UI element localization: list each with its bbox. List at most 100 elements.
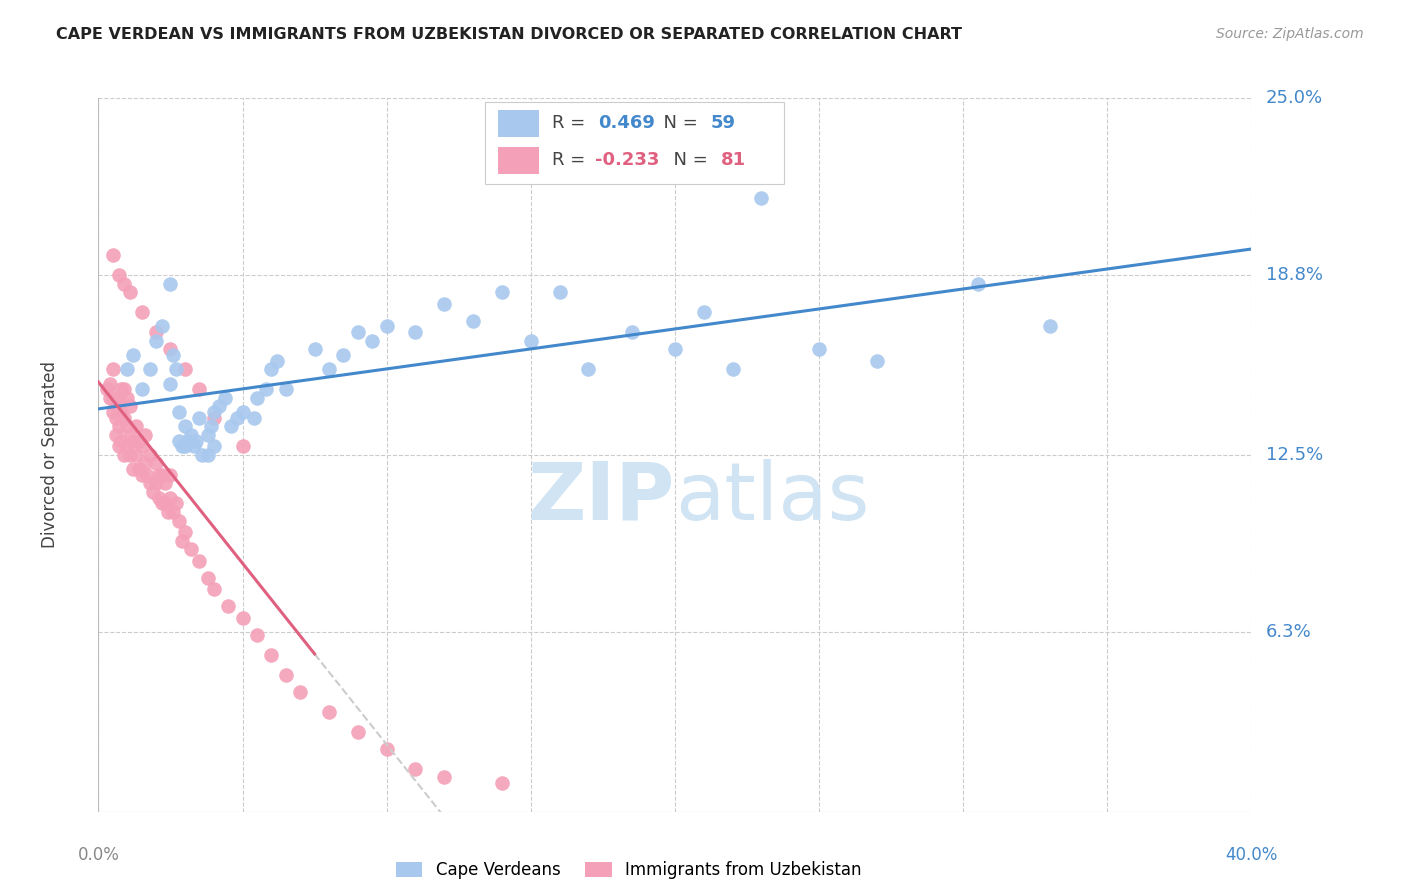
Point [217, 599, 239, 614]
Point [162, 348, 184, 362]
Point [145, 457, 167, 471]
Bar [499, 110, 538, 136]
Point [150, 496, 173, 510]
Point [159, 277, 181, 291]
Point [131, 467, 153, 482]
Point [433, 296, 456, 310]
Point [112, 410, 135, 425]
Text: 0.0%: 0.0% [77, 846, 120, 864]
Point [117, 362, 138, 376]
Point [131, 439, 153, 453]
Point [104, 410, 127, 425]
Point [112, 448, 135, 462]
Point [177, 434, 200, 448]
Point [153, 496, 176, 510]
Point [117, 439, 138, 453]
Point [186, 434, 208, 448]
Text: R =: R = [551, 152, 591, 169]
Text: N =: N = [662, 152, 714, 169]
Point [461, 314, 484, 328]
Point [231, 610, 254, 624]
Point [260, 648, 283, 662]
Point [197, 571, 219, 585]
Point [98, 391, 121, 405]
Point [208, 400, 231, 414]
Point [491, 776, 513, 790]
Point [243, 410, 266, 425]
Point [165, 496, 187, 510]
Point [167, 434, 190, 448]
Point [96, 382, 118, 396]
Point [966, 277, 988, 291]
Point [191, 448, 214, 462]
Point [274, 382, 297, 396]
Point [693, 305, 716, 319]
Point [110, 434, 132, 448]
Text: 12.5%: 12.5% [1265, 446, 1323, 464]
Text: 0.469: 0.469 [598, 114, 655, 132]
Point [202, 410, 225, 425]
Point [188, 410, 211, 425]
Point [159, 376, 181, 391]
Point [117, 391, 138, 405]
Point [148, 467, 170, 482]
Text: 40.0%: 40.0% [1225, 846, 1278, 864]
Text: R =: R = [551, 114, 591, 132]
Point [751, 191, 773, 205]
Point [128, 434, 150, 448]
Point [107, 268, 129, 282]
Point [101, 405, 124, 419]
Point [104, 400, 127, 414]
Point [167, 514, 190, 528]
Point [174, 524, 197, 539]
Point [318, 705, 340, 719]
Point [110, 405, 132, 419]
Point [159, 343, 181, 357]
Point [548, 285, 571, 300]
Point [117, 419, 138, 434]
Point [98, 376, 121, 391]
Point [134, 457, 156, 471]
Point [131, 305, 153, 319]
Point [346, 724, 368, 739]
Point [225, 410, 247, 425]
Point [125, 448, 148, 462]
Point [122, 462, 145, 476]
Point [131, 382, 153, 396]
Point [290, 685, 312, 699]
Point [112, 382, 135, 396]
Point [266, 353, 288, 368]
Text: atlas: atlas [675, 458, 869, 537]
Point [318, 362, 340, 376]
Point [219, 419, 242, 434]
Point [246, 628, 269, 642]
Point [202, 405, 225, 419]
Point [180, 542, 202, 557]
Text: 25.0%: 25.0% [1265, 89, 1323, 107]
Point [274, 667, 297, 681]
Point [197, 428, 219, 442]
Point [180, 428, 202, 442]
Point [246, 391, 269, 405]
Point [110, 382, 132, 396]
Text: Source: ZipAtlas.com: Source: ZipAtlas.com [1216, 27, 1364, 41]
Point [139, 448, 162, 462]
Point [107, 391, 129, 405]
Point [150, 467, 173, 482]
Point [107, 439, 129, 453]
Point [188, 553, 211, 567]
Point [136, 467, 159, 482]
Text: 59: 59 [710, 114, 735, 132]
Point [866, 353, 889, 368]
Point [128, 462, 150, 476]
Text: Divorced or Separated: Divorced or Separated [41, 361, 59, 549]
Point [197, 448, 219, 462]
Point [145, 325, 167, 339]
Text: N =: N = [652, 114, 703, 132]
Point [145, 334, 167, 348]
Point [520, 334, 543, 348]
Point [156, 505, 179, 519]
Point [134, 428, 156, 442]
Point [183, 439, 205, 453]
Point [120, 285, 142, 300]
